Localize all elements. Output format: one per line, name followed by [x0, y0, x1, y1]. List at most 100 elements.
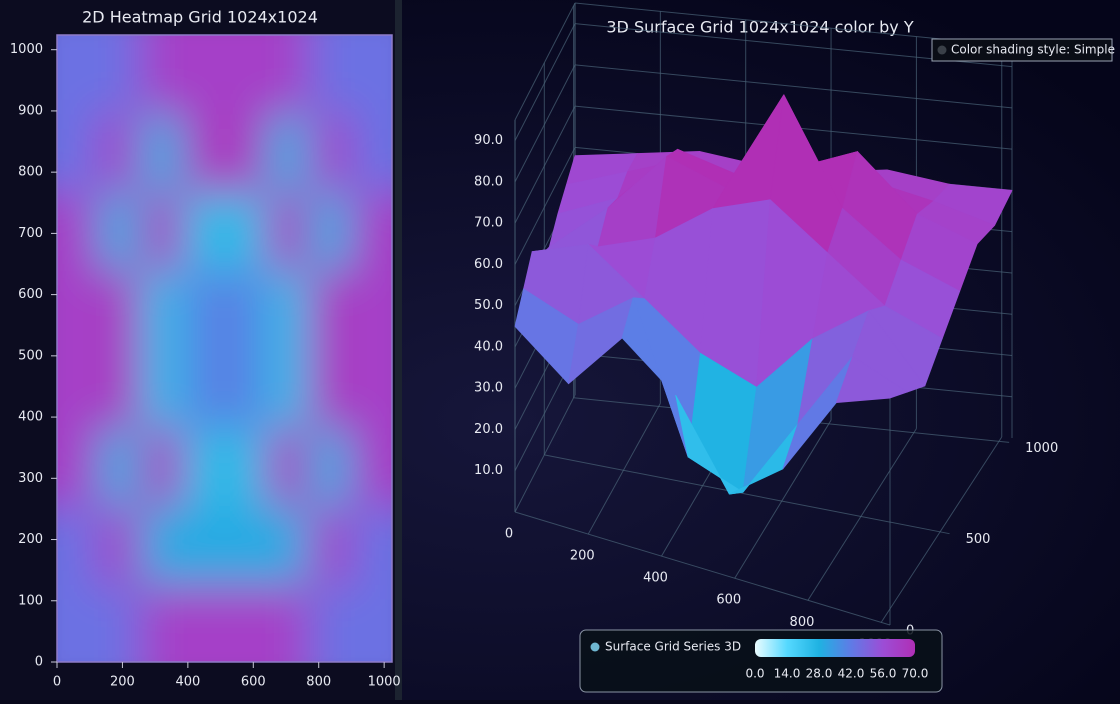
grid-line [734, 419, 832, 579]
heat-cell [182, 191, 226, 272]
shading-toggle[interactable] [931, 38, 1113, 62]
colorbar-label: 14.0 [774, 667, 801, 681]
heat-cell [140, 191, 184, 272]
grid-line [514, 147, 576, 265]
heat-cell [140, 270, 184, 350]
x-tick-label: 800 [306, 675, 331, 690]
heatmap-title: 2D Heatmap Grid 1024x1024 [82, 8, 318, 27]
heat-cell [57, 35, 100, 115]
y-tick-label: 200 [18, 532, 43, 547]
heat-cell [266, 113, 310, 193]
y-tick-label: 80.0 [474, 174, 503, 189]
colorbar-label: 56.0 [870, 667, 897, 681]
y-tick-label: 20.0 [474, 422, 503, 437]
y-tick-label: 400 [18, 410, 43, 425]
grid-line [880, 436, 1003, 623]
y-tick-label: 700 [18, 226, 43, 241]
heat-cell [308, 426, 352, 507]
colorbar-label: 70.0 [902, 667, 929, 681]
y-tick-label: 90.0 [474, 133, 503, 148]
legend-marker [590, 642, 600, 652]
heat-cell [266, 426, 310, 507]
y-tick-label: 40.0 [474, 339, 503, 354]
y-tick-label: 60.0 [474, 257, 503, 272]
heat-cell [224, 426, 268, 507]
y-tick-label: 900 [18, 103, 43, 118]
heat-cell [182, 35, 226, 115]
heat-cell [308, 348, 352, 428]
y-tick-label: 30.0 [474, 381, 503, 396]
surface-patch [836, 356, 908, 403]
heat-cell [140, 348, 184, 428]
grid-line [807, 428, 917, 601]
toggle-dot[interactable] [937, 45, 947, 55]
heat-cell [57, 583, 100, 662]
heat-cell [350, 426, 392, 507]
heat-cell [182, 113, 226, 193]
x-tick-label: 600 [716, 593, 741, 608]
grid-line [514, 511, 891, 626]
grid-line [587, 403, 661, 535]
heat-cell [266, 505, 310, 585]
x-tick-label: 400 [643, 571, 668, 586]
grid-line [514, 23, 576, 141]
heat-cell [350, 505, 392, 585]
heat-cell [308, 505, 352, 585]
heat-cell [98, 35, 142, 115]
heat-cell [308, 113, 352, 193]
heat-cell [224, 113, 268, 193]
heat-cell [224, 35, 268, 115]
heat-cell [57, 113, 100, 193]
heat-cell [266, 35, 310, 115]
heat-cell [350, 191, 392, 272]
heat-cell [98, 270, 142, 350]
heat-cell [140, 35, 184, 115]
heat-cell [140, 113, 184, 193]
y-tick-label: 50.0 [474, 298, 503, 313]
x-tick-label: 0 [505, 527, 513, 542]
heat-cell [57, 348, 100, 428]
colorbar-label: 28.0 [806, 667, 833, 681]
y-tick-label: 1000 [10, 42, 43, 57]
heat-cell [224, 191, 268, 272]
y-tick-label: 100 [18, 593, 43, 608]
heat-cell [308, 270, 352, 350]
grid-line [574, 64, 1013, 109]
grid-line [514, 394, 576, 513]
y-tick-label: 0 [35, 655, 43, 670]
box-edge [514, 2, 576, 121]
heat-cell [350, 270, 392, 350]
heat-cell [182, 426, 226, 507]
heat-cell [57, 270, 100, 350]
heat-cell [182, 270, 226, 350]
heat-cell [98, 191, 142, 272]
heat-cell [266, 583, 310, 662]
heat-cell [266, 191, 310, 272]
y-tick-label: 800 [18, 165, 43, 180]
y-tick-label: 10.0 [474, 463, 503, 478]
heat-cell [182, 505, 226, 585]
colorbar-label: 0.0 [745, 667, 764, 681]
colorbar-label: 42.0 [838, 667, 865, 681]
x-tick-label: 800 [790, 615, 815, 630]
heat-cell [98, 505, 142, 585]
heat-cell [224, 583, 268, 662]
heat-cell [224, 348, 268, 428]
heat-cell [350, 348, 392, 428]
x-tick-label: 400 [175, 675, 200, 690]
x-tick-label: 1000 [368, 675, 401, 690]
colorbar [755, 639, 915, 657]
y-tick-label: 600 [18, 287, 43, 302]
heat-cell [57, 426, 100, 507]
x-tick-label: 200 [110, 675, 135, 690]
heat-cell [98, 426, 142, 507]
x-tick-label: 0 [53, 675, 61, 690]
heat-cell [308, 35, 352, 115]
heat-cell [308, 191, 352, 272]
heat-cell [98, 583, 142, 662]
heat-cell [182, 348, 226, 428]
z-tick-label: 500 [966, 532, 991, 547]
shading-label[interactable]: Color shading style: Simple [951, 43, 1115, 57]
heat-cell [266, 270, 310, 350]
